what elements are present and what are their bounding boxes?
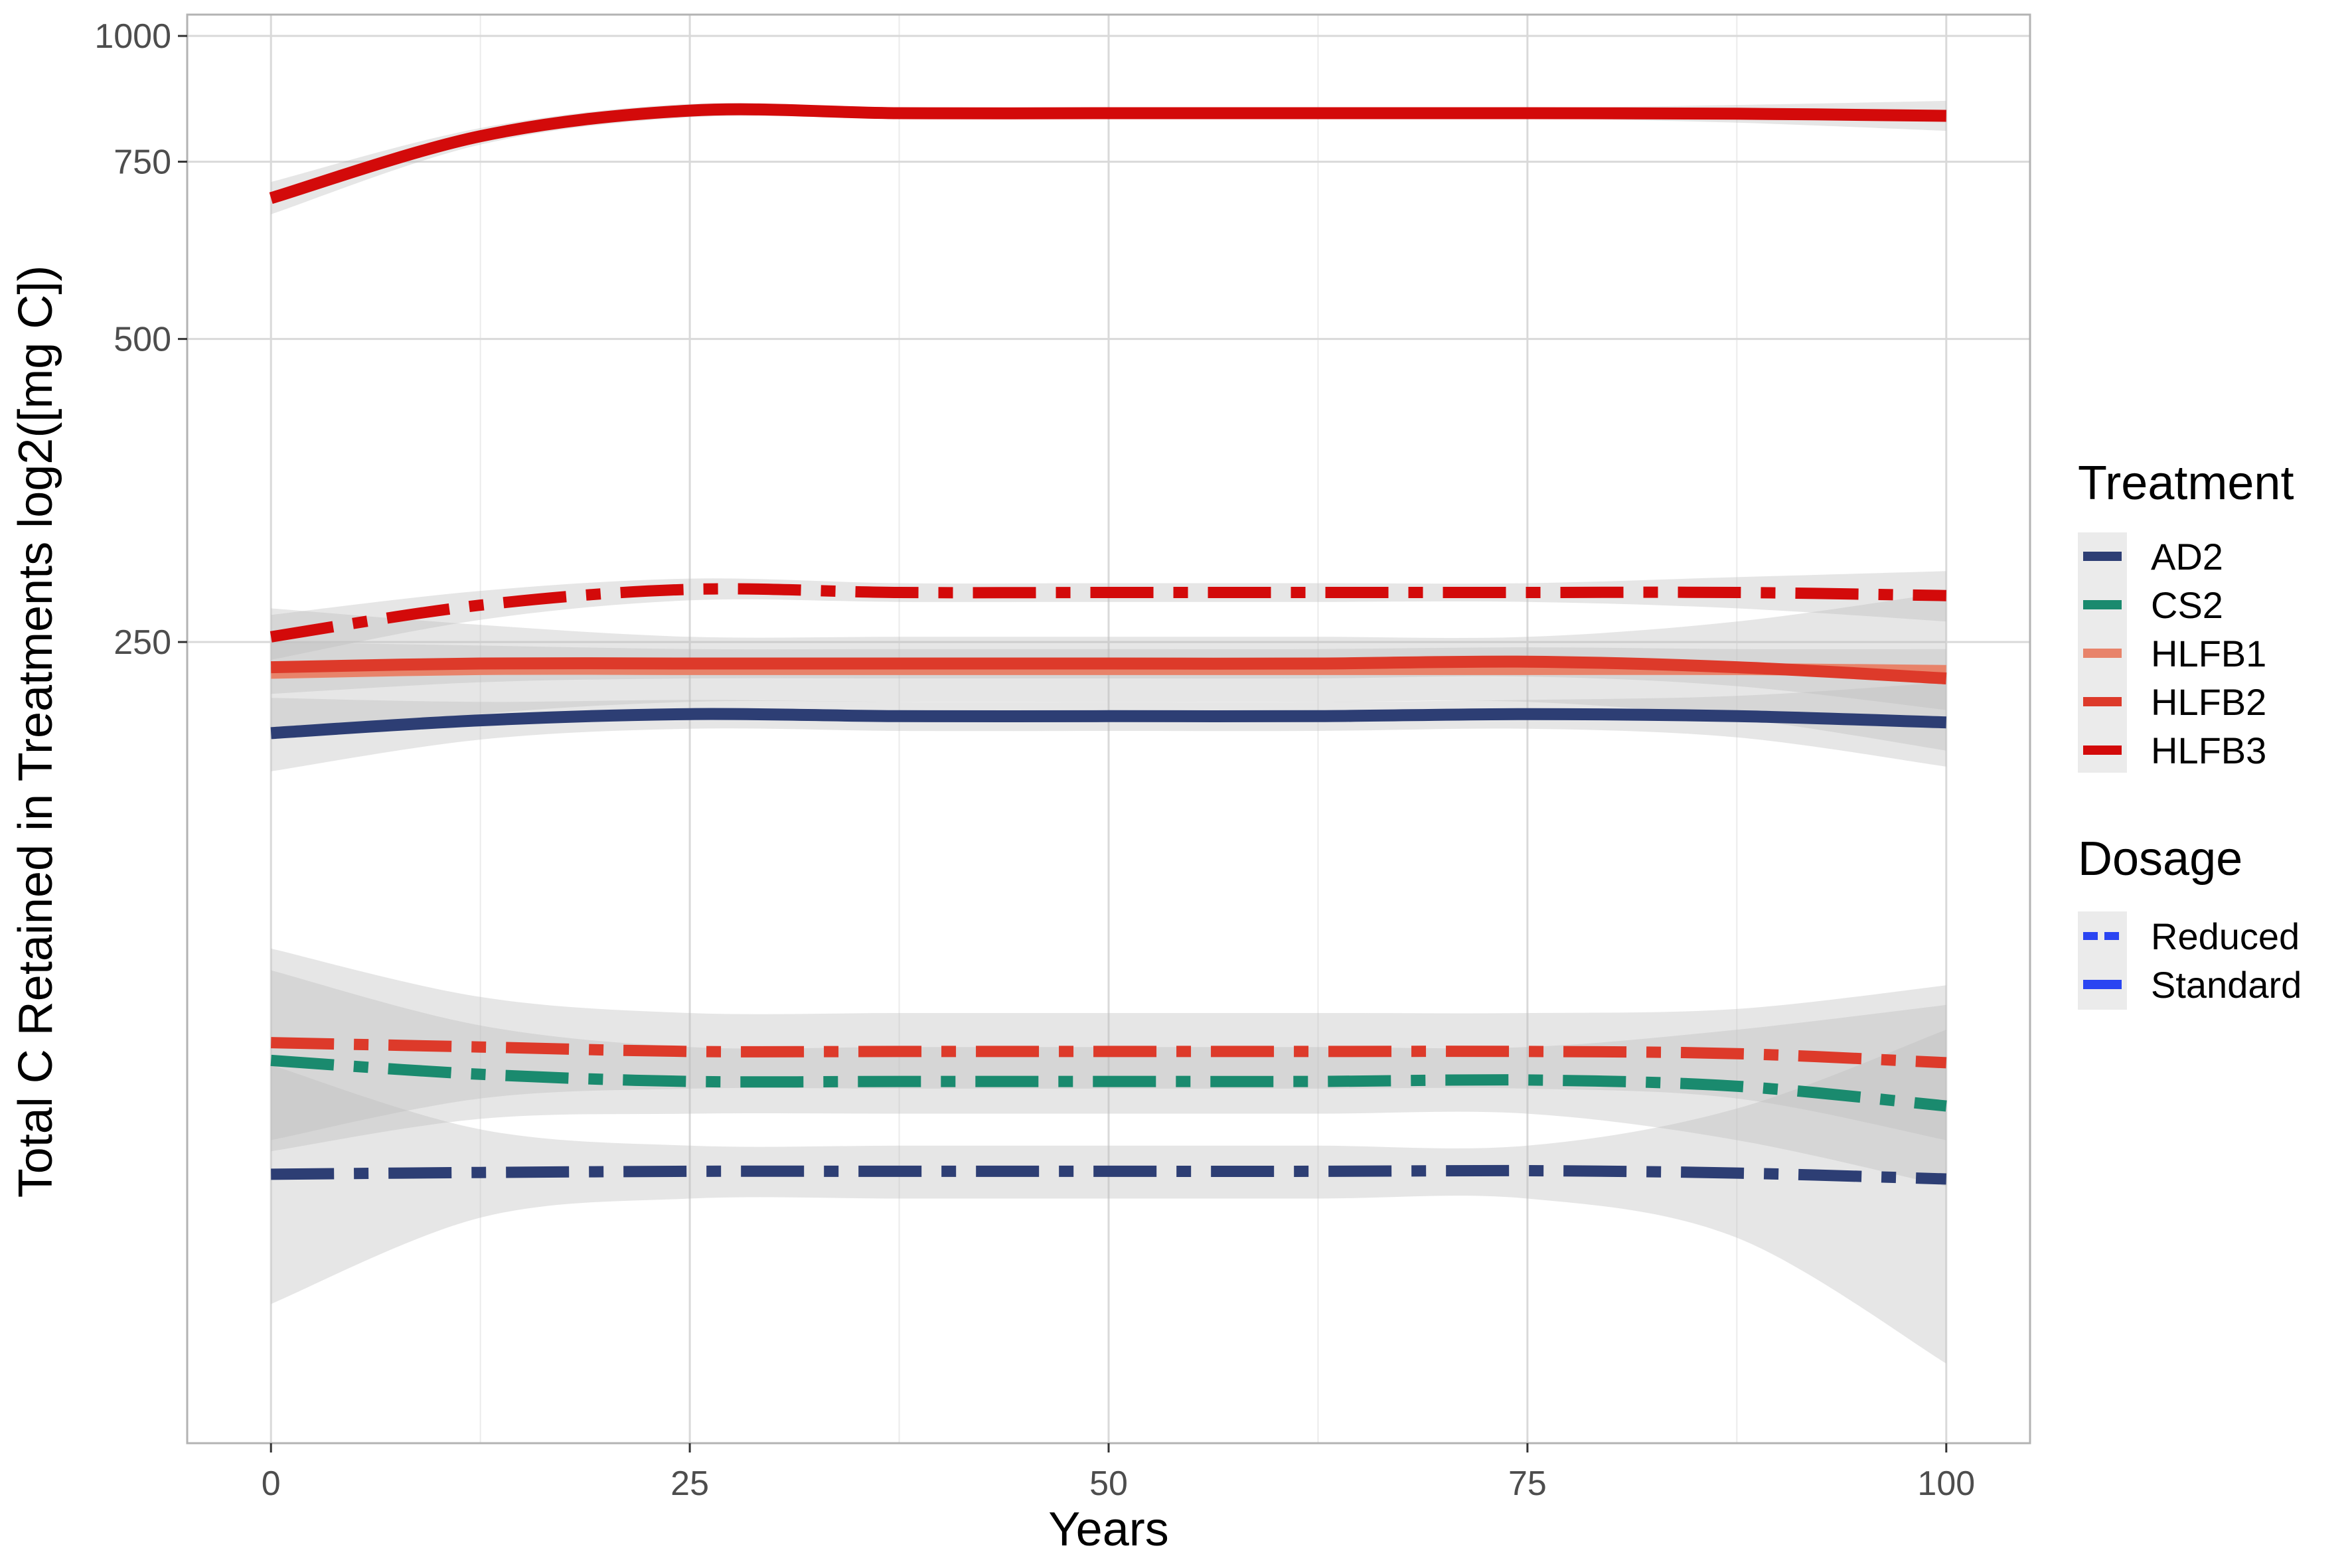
x-tick-label: 100 bbox=[1917, 1464, 1975, 1503]
ribbon-ad2-standard bbox=[271, 682, 1946, 771]
line-hlfb2-reduced bbox=[271, 1037, 1947, 1069]
legend-label: CS2 bbox=[2151, 584, 2223, 626]
x-axis-ticks: 0 25 50 75 100 bbox=[262, 1443, 1975, 1503]
legend-label: HLFB1 bbox=[2151, 633, 2266, 674]
legend-label: Reduced bbox=[2151, 915, 2300, 957]
x-tick-label: 50 bbox=[1089, 1464, 1128, 1503]
line-hlfb3-reduced bbox=[270, 583, 1946, 643]
legend-treatment: Treatment AD2 CS2 HLFB1 HLFB2 HLFB3 bbox=[2078, 457, 2294, 773]
line-cs2-reduced bbox=[270, 1054, 1947, 1112]
legend-key-background bbox=[2078, 911, 2127, 1010]
legend-label: HLFB3 bbox=[2151, 730, 2266, 771]
x-tick-label: 75 bbox=[1508, 1464, 1547, 1503]
y-tick-label: 750 bbox=[114, 143, 171, 182]
legend-title: Dosage bbox=[2078, 832, 2242, 886]
legend-title: Treatment bbox=[2078, 457, 2294, 510]
line-ad2-standard bbox=[270, 708, 1947, 740]
y-tick-label: 500 bbox=[114, 321, 171, 359]
series-lines bbox=[269, 103, 1947, 1185]
legend-label: AD2 bbox=[2151, 536, 2223, 578]
ribbon-ad2-reduced bbox=[271, 1030, 1946, 1364]
y-tick-label: 1000 bbox=[94, 17, 171, 56]
ribbon-hlfb2-reduced bbox=[271, 948, 1946, 1140]
x-tick-label: 0 bbox=[262, 1464, 281, 1503]
x-axis-title: Years bbox=[1048, 1503, 1168, 1556]
y-tick-label: 250 bbox=[114, 623, 171, 662]
line-hlfb3-standard bbox=[269, 103, 1946, 204]
legend-label: HLFB2 bbox=[2151, 681, 2266, 723]
legend-label: Standard bbox=[2151, 964, 2302, 1006]
legend-dosage: Dosage Reduced Standard bbox=[2078, 832, 2302, 1010]
x-tick-label: 25 bbox=[670, 1464, 709, 1503]
y-axis-title: Total C Retained in Treatments log2([mg … bbox=[9, 266, 62, 1198]
y-axis-ticks: 250 500 750 1000 bbox=[94, 17, 187, 662]
line-ad2-reduced bbox=[271, 1164, 1947, 1185]
line-hlfb2-standard bbox=[271, 655, 1947, 684]
